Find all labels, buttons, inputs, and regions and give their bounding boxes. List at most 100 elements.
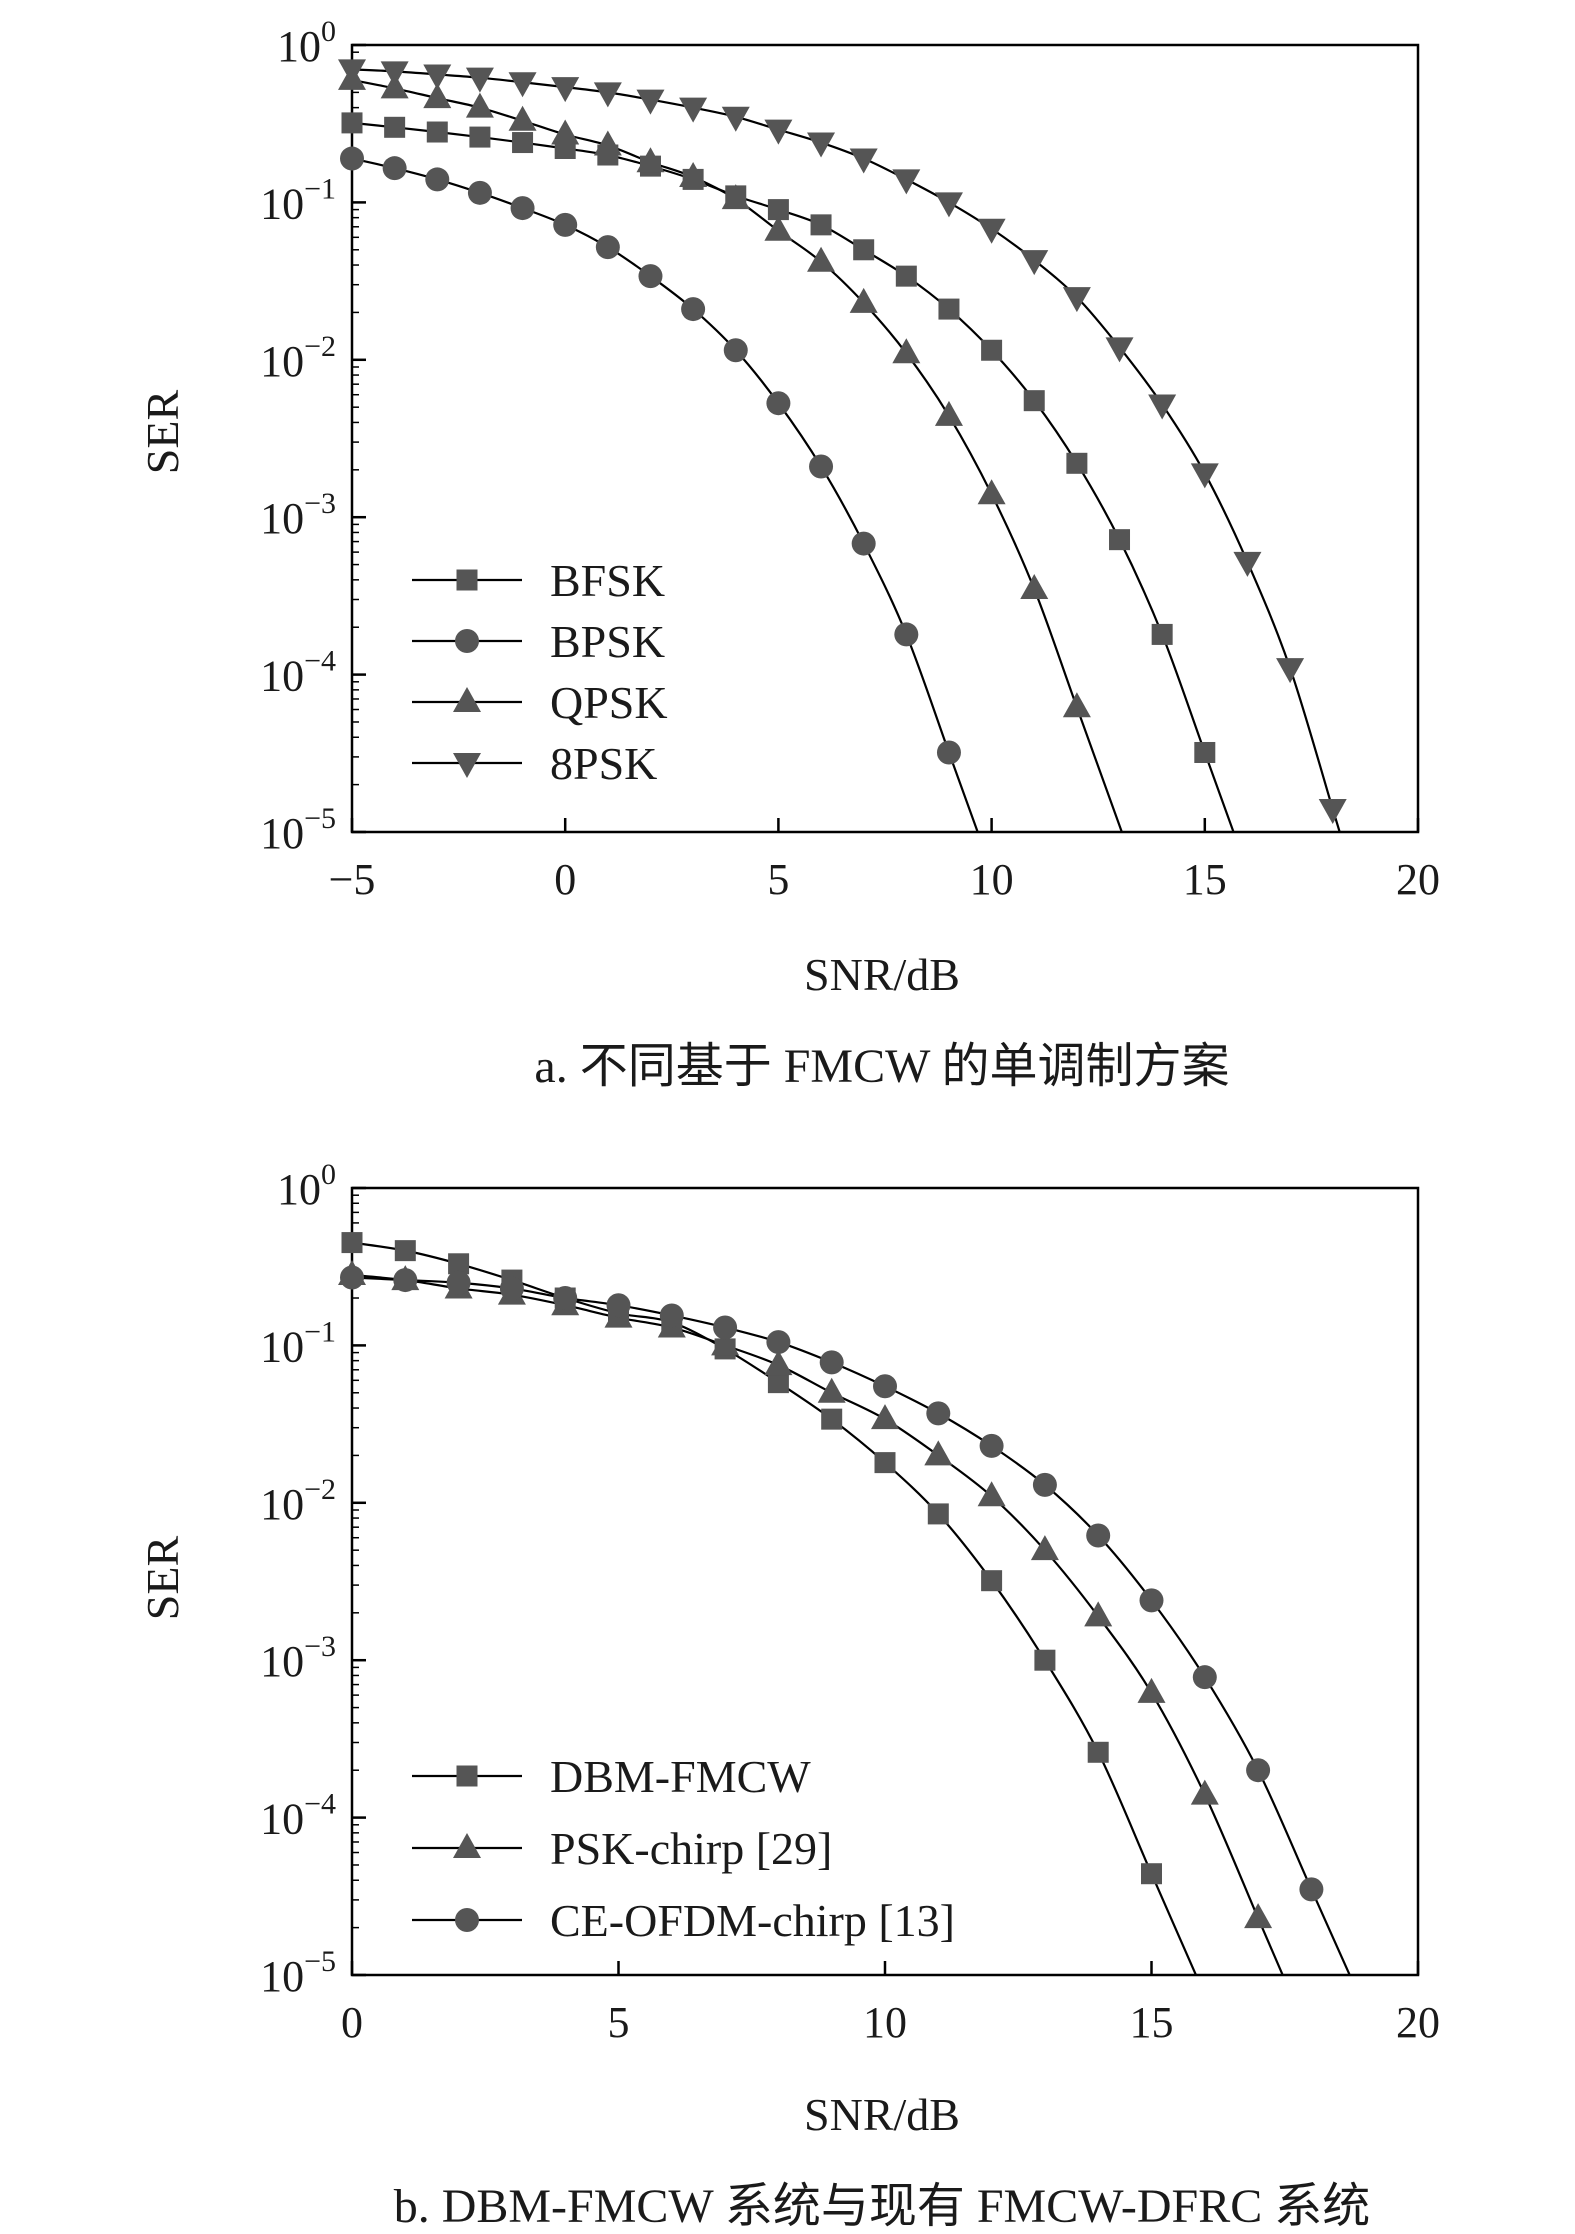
chart-b-series-psk-chirp-29-point — [1137, 1677, 1166, 1703]
chart-b-series-ce-ofdm-chirp-13-point — [926, 1401, 951, 1426]
chart-a-series-bpsk-point — [766, 391, 791, 416]
chart-a-series-bpsk-point — [894, 622, 919, 647]
chart-a-series-8psk-point — [764, 119, 793, 145]
chart-b-legend-label: DBM-FMCW — [550, 1751, 811, 1802]
chart-a-series-qpsk-point — [721, 184, 750, 210]
chart-b-series-psk-chirp-29-point — [977, 1481, 1006, 1507]
chart-b-series-dbm-fmcw-point — [394, 1240, 416, 1262]
chart-a-legend-marker — [453, 687, 481, 712]
chart-a-series-qpsk-point — [508, 105, 537, 131]
chart-a-legend-label: BPSK — [550, 616, 665, 667]
chart-a-series-8psk-point — [1318, 798, 1347, 824]
chart-b-series-ce-ofdm-chirp-13-point — [713, 1315, 738, 1340]
chart-a-legend-marker — [453, 753, 481, 778]
chart-a-series-8psk-point — [551, 77, 580, 103]
chart-a-series-bfsk-point — [341, 112, 363, 134]
chart-a-series-bfsk-point — [1023, 390, 1045, 412]
chart-a-series-8psk-point — [1190, 463, 1219, 489]
chart-a-series-8psk-point — [1276, 658, 1305, 684]
chart-b-legend-marker — [456, 1765, 478, 1787]
chart-a-series-bfsk-point — [981, 339, 1003, 361]
chart-b-series-psk-chirp-29-point — [1190, 1779, 1219, 1805]
chart-b-ytick-label: 10−1 — [260, 1315, 336, 1371]
chart-a-legend-marker — [455, 629, 479, 653]
chart-b-ytick-label: 10−3 — [260, 1630, 336, 1686]
chart-b-series-dbm-fmcw-point — [874, 1452, 896, 1474]
chart-a-series-bfsk-point — [1066, 452, 1088, 474]
chart-b-series-ce-ofdm-chirp-13-point — [819, 1350, 844, 1375]
chart-b-series-ce-ofdm-chirp-13-point — [340, 1265, 364, 1290]
chart-b-caption: b. DBM-FMCW 系统与现有 FMCW-DFRC 系统 — [394, 2180, 1371, 2233]
chart-a-series-qpsk-point — [679, 162, 708, 188]
chart-a-ytick-label: 10−3 — [260, 487, 336, 543]
chart-b-ytick-label: 100 — [277, 1158, 336, 1214]
chart-a-series-bfsk-point — [810, 214, 832, 236]
chart-a-series-bpsk-line — [352, 157, 979, 832]
chart-a-series-bpsk-point — [638, 264, 663, 289]
chart-b-series-psk-chirp-29-line — [352, 1273, 1284, 1975]
chart-a-plot-frame — [350, 43, 1420, 834]
chart-a-series-bfsk-point — [1151, 623, 1173, 645]
chart-a-series-8psk-point — [1148, 394, 1177, 420]
chart-a-series-8psk-point — [1233, 551, 1262, 577]
chart-b-series-dbm-fmcw-point — [981, 1570, 1003, 1592]
chart-a-series-bpsk-point — [382, 156, 407, 181]
chart-a-series-8psk-point — [338, 59, 366, 85]
chart-b-series-psk-chirp-29-point — [871, 1404, 899, 1430]
chart-b-series-dbm-fmcw-point — [1034, 1649, 1056, 1671]
chart-b-legend-label: CE-OFDM-chirp [13] — [550, 1895, 955, 1946]
chart-b-series-dbm-fmcw-point — [448, 1253, 470, 1275]
chart-b-xtick-label: 20 — [1396, 1998, 1440, 2047]
chart-a-series-8psk-point — [807, 132, 836, 158]
chart-b: SER SNR/dB b. DBM-FMCW 系统与现有 FMCW-DFRC 系… — [137, 1158, 1440, 2233]
chart-b-series-ce-ofdm-chirp-13-point — [1032, 1472, 1057, 1497]
chart-a-series-bfsk-point — [853, 239, 875, 261]
chart-a-series-bfsk-point — [426, 121, 448, 143]
chart-a-xlabel: SNR/dB — [804, 949, 960, 1000]
chart-a-series-bpsk-point — [425, 167, 450, 192]
chart-b-series-psk-chirp-29-point — [924, 1440, 953, 1466]
chart-a-series-8psk-point — [423, 64, 452, 90]
chart-b-ytick-label: 10−5 — [260, 1945, 336, 2001]
chart-a-legend-marker — [456, 569, 478, 591]
chart-a-series-8psk-point — [1062, 287, 1091, 313]
chart-b-series-ce-ofdm-chirp-13-point — [393, 1268, 418, 1293]
chart-b-series-ce-ofdm-chirp-13-point — [873, 1374, 897, 1399]
chart-a-series-8psk-point — [892, 169, 921, 195]
chart-a-series-qpsk-point — [807, 246, 836, 272]
chart-a-series-bfsk-point — [767, 199, 789, 221]
chart-b-series-ce-ofdm-chirp-13-point — [1299, 1877, 1324, 1902]
chart-b-ylabel: SER — [137, 1536, 188, 1621]
chart-a-series-8psk-point — [636, 89, 665, 115]
chart-a-series-bpsk-point — [467, 180, 492, 205]
chart-a-series-qpsk-point — [636, 147, 665, 173]
chart-a-series-bpsk-point — [595, 235, 620, 260]
chart-b-legend-label: PSK-chirp [29] — [550, 1823, 832, 1874]
chart-a-series-bpsk-point — [553, 212, 578, 237]
chart-a-series-8psk-point — [1020, 250, 1049, 276]
chart-b-series-ce-ofdm-chirp-13-point — [553, 1286, 578, 1311]
chart-b-series-dbm-fmcw-point — [341, 1232, 363, 1254]
chart-a-series-bpsk-point — [340, 146, 364, 171]
chart-b-series-ce-ofdm-chirp-13-line — [352, 1276, 1351, 1975]
chart-a-xtick-label: 15 — [1183, 855, 1227, 904]
chart-a-series-8psk-point — [721, 106, 750, 132]
chart-b-series-ce-ofdm-chirp-13-point — [606, 1293, 631, 1318]
chart-a-xtick-label: 10 — [970, 855, 1014, 904]
chart-b-series-ce-ofdm-chirp-13-point — [766, 1330, 791, 1355]
chart-a-series-bfsk-point — [512, 132, 534, 154]
chart-a-series-8psk-point — [380, 61, 409, 87]
chart-b-series-psk-chirp-29-point — [711, 1330, 740, 1356]
chart-a-series-bfsk-point — [938, 298, 960, 320]
chart-a-series-bfsk-point — [1109, 529, 1131, 551]
chart-a-series-bfsk-point — [469, 126, 491, 148]
chart-a-series-qpsk-point — [1062, 692, 1091, 718]
chart-a-ytick-label: 100 — [277, 15, 336, 71]
chart-a-series-8psk-point — [465, 67, 494, 93]
chart-a-ytick-label: 10−2 — [260, 330, 336, 386]
chart-a-series-bfsk-point — [384, 116, 406, 138]
chart-a-series-bpsk-point — [681, 297, 706, 322]
chart-a-series-qpsk-point — [849, 287, 878, 313]
chart-a-legend-label: BFSK — [550, 555, 665, 606]
chart-a-legend-label: QPSK — [550, 677, 668, 728]
